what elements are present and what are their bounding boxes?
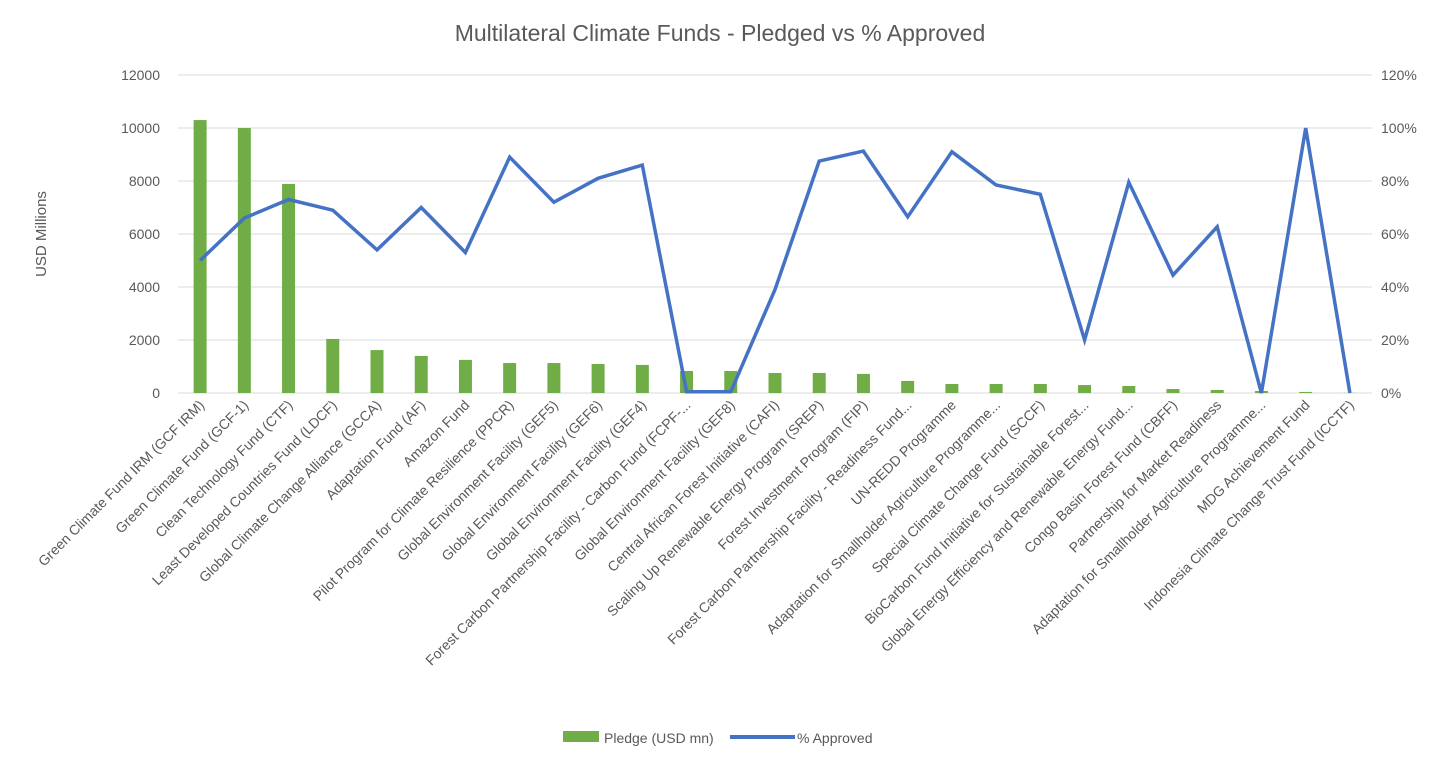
x-tick-label: Global Environment Facility (GEF4) xyxy=(482,397,649,564)
pledge-bar xyxy=(1211,390,1224,393)
y-right-tick-label: 60% xyxy=(1381,226,1409,242)
y-tick-label: 12000 xyxy=(121,67,160,83)
pledge-bar xyxy=(1034,384,1047,393)
pledge-bar xyxy=(282,184,295,393)
pledge-bars xyxy=(194,120,1357,393)
y-right-tick-label: 80% xyxy=(1381,173,1409,189)
y-tick-label: 10000 xyxy=(121,120,160,136)
y-axis-title: USD Millions xyxy=(33,191,50,277)
legend-swatch-pledge xyxy=(563,731,599,742)
pledge-bar xyxy=(1122,386,1135,393)
legend-label-pledge: Pledge (USD mn) xyxy=(604,730,714,746)
pledge-bar xyxy=(371,350,384,393)
x-tick-label: Global Environment Facility (GEF8) xyxy=(571,397,738,564)
pledge-bar xyxy=(459,360,472,393)
y-right-tick-label: 120% xyxy=(1381,67,1417,83)
pledge-bar xyxy=(857,374,870,393)
pledge-bar xyxy=(901,381,914,393)
y-tick-label: 6000 xyxy=(129,226,160,242)
x-tick-label: Indonesia Climate Change Trust Fund (ICC… xyxy=(1140,397,1357,614)
chart-title: Multilateral Climate Funds - Pledged vs … xyxy=(455,20,986,46)
pledge-bar xyxy=(503,363,516,393)
pledge-bar xyxy=(1299,392,1312,393)
pledge-bar xyxy=(326,339,339,393)
pledge-bar xyxy=(636,365,649,393)
pledge-bar xyxy=(769,373,782,393)
pledge-bar xyxy=(547,363,560,393)
y-right-tick-label: 100% xyxy=(1381,120,1417,136)
pledge-bar xyxy=(813,373,826,393)
pledge-bar xyxy=(1167,389,1180,393)
legend-label-approved: % Approved xyxy=(797,730,873,746)
pledge-bar xyxy=(990,384,1003,393)
y-tick-label: 2000 xyxy=(129,332,160,348)
y-right-tick-label: 0% xyxy=(1381,385,1401,401)
pledge-bar xyxy=(592,364,605,393)
y-tick-label: 8000 xyxy=(129,173,160,189)
legend: Pledge (USD mn) % Approved xyxy=(563,730,873,746)
pledge-bar xyxy=(1078,385,1091,393)
x-tick-label: Global Environment Facility (GEF6) xyxy=(438,397,605,564)
x-tick-label: Global Environment Facility (GEF5) xyxy=(394,397,561,564)
y-axis-right: 0% 20% 40% 60% 80% 100% 120% xyxy=(1381,67,1417,401)
y-axis-left: 0 2000 4000 6000 8000 10000 12000 xyxy=(121,67,160,401)
x-axis-labels: Green Climate Fund IRM (GCF IRM)Green Cl… xyxy=(35,397,1357,669)
y-tick-label: 4000 xyxy=(129,279,160,295)
pledge-bar xyxy=(945,384,958,393)
y-right-tick-label: 20% xyxy=(1381,332,1409,348)
pledge-bar xyxy=(415,356,428,393)
y-right-tick-label: 40% xyxy=(1381,279,1409,295)
y-tick-label: 0 xyxy=(152,385,160,401)
pledge-bar xyxy=(238,128,251,393)
